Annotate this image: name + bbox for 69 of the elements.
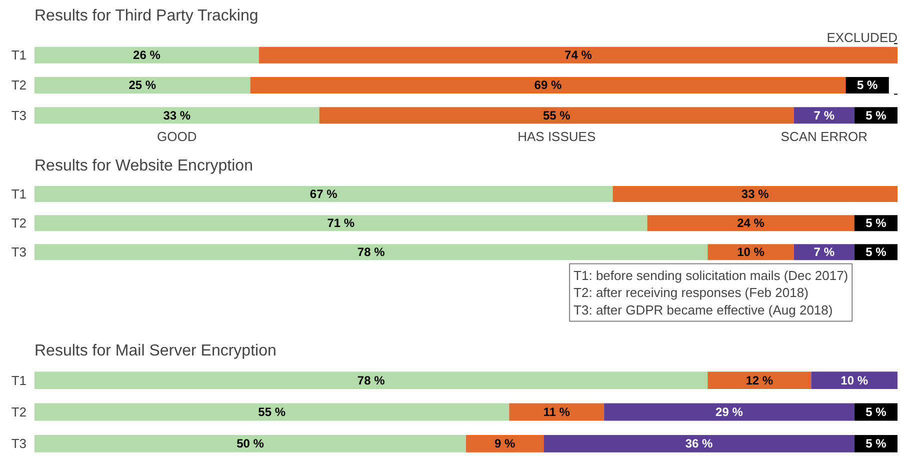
data-label: 10 % <box>737 245 765 260</box>
y-tick-label: T3 <box>11 244 26 260</box>
bar <box>250 76 846 94</box>
bar <box>34 186 613 202</box>
y-tick-label: T1 <box>11 372 26 388</box>
data-label: 33 % <box>163 108 191 122</box>
bar <box>34 372 708 390</box>
data-label: 36 % <box>685 436 714 451</box>
bar <box>34 107 320 124</box>
data-label: 7 % <box>814 108 835 122</box>
y-tick-label: T3 <box>11 436 26 452</box>
bar <box>794 244 854 260</box>
bar <box>509 403 604 421</box>
bar <box>34 244 708 260</box>
chart-title: Results for Mail Server Encryption <box>34 342 276 360</box>
bar <box>34 434 466 452</box>
bar <box>708 372 812 390</box>
data-label: 5 % <box>866 405 887 419</box>
data-label: 9 % <box>494 436 516 451</box>
data-label: 71 % <box>327 216 355 230</box>
bar <box>34 46 259 64</box>
text: EXCLUDED <box>826 30 898 46</box>
data-label: 67 % <box>310 187 338 202</box>
data-label: 5 % <box>856 78 878 92</box>
bar <box>34 215 648 232</box>
data-label: 50 % <box>236 436 264 451</box>
data-label: 33 % <box>741 187 770 202</box>
series-label: GOOD <box>157 128 197 144</box>
y-tick-label: T3 <box>11 108 26 123</box>
data-label: 78 % <box>357 245 386 260</box>
bar <box>34 76 250 94</box>
bar <box>466 434 544 452</box>
data-label: 5 % <box>866 216 887 230</box>
y-tick-label: T1 <box>11 186 26 202</box>
series-label: SCAN ERROR <box>780 128 868 144</box>
data-label: 74 % <box>564 48 592 62</box>
bar <box>34 403 510 421</box>
bar <box>811 372 898 390</box>
bar <box>604 403 854 421</box>
data-label: 24 % <box>737 216 765 230</box>
data-label: 5 % <box>866 108 887 122</box>
data-label: 55 % <box>258 405 286 419</box>
y-tick-label: T2 <box>11 404 26 420</box>
data-label: 11 % <box>543 405 570 419</box>
data-label: 25 % <box>128 78 156 92</box>
bar <box>258 46 898 64</box>
bar <box>708 244 794 260</box>
data-label: 5 % <box>866 245 887 260</box>
bar <box>612 186 898 202</box>
data-label: 7 % <box>814 245 835 260</box>
data-label: 29 % <box>716 405 744 419</box>
data-label: 10 % <box>840 373 868 388</box>
text: T1: before sending solicitation mails (Dec 2017) T2: after receiving responses (Feb 2018) T3: after GDPR became effective (Aug 2018) <box>574 268 848 318</box>
chart-title: Results for Third Party Tracking <box>34 8 258 24</box>
y-tick-label: T2 <box>11 78 26 93</box>
chart-title: Results for Website Encryption <box>34 158 253 174</box>
data-label: 78 % <box>357 373 386 388</box>
data-label: 26 % <box>133 48 161 62</box>
y-tick-label: T2 <box>11 216 26 231</box>
bar <box>544 434 854 452</box>
data-label: 12 % <box>746 373 774 388</box>
data-label: 69 % <box>534 78 562 92</box>
data-label: 55 % <box>542 108 571 122</box>
series-label: HAS ISSUES <box>518 128 596 144</box>
y-tick-label: T1 <box>11 48 26 63</box>
bar <box>794 107 854 124</box>
bar <box>319 107 794 124</box>
bar <box>647 215 854 232</box>
data-label: 5 % <box>866 436 887 451</box>
